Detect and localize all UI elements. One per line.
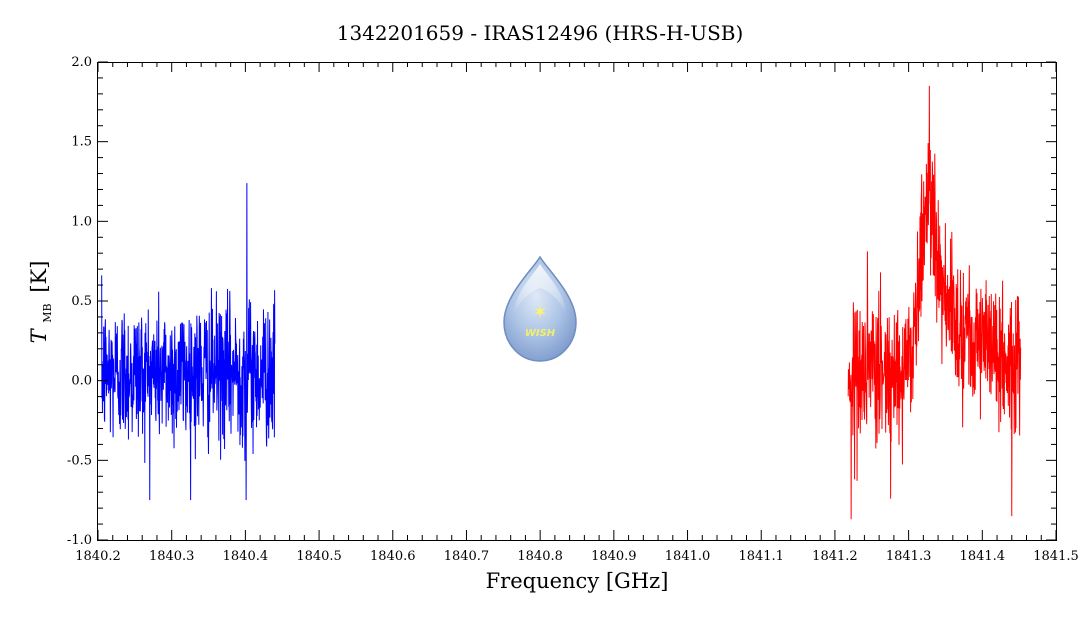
plot-frame bbox=[97, 62, 1057, 541]
y-tick-label: 1.0 bbox=[71, 214, 92, 229]
y-tick-label: -0.5 bbox=[67, 453, 92, 468]
series-line-1 bbox=[101, 183, 276, 501]
wish-logo-text: WISH bbox=[525, 328, 556, 339]
chart-title: 1342201659 - IRAS12496 (HRS-H-USB) bbox=[337, 21, 744, 45]
y-axis-title-main: T bbox=[27, 327, 51, 343]
y-axis-title-unit: [K] bbox=[27, 261, 51, 293]
x-tick-label: 1841.5 bbox=[1033, 549, 1079, 564]
y-tick-label: 0.5 bbox=[71, 294, 92, 309]
y-tick-label: -1.0 bbox=[67, 533, 92, 548]
svg-text:T MB [K]: T MB [K] bbox=[27, 261, 56, 344]
x-tick-label: 1840.9 bbox=[591, 549, 637, 564]
y-tick-label: 1.5 bbox=[71, 135, 92, 150]
y-tick-label: 2.0 bbox=[71, 55, 92, 70]
x-tick-label: 1841.2 bbox=[812, 549, 858, 564]
wish-star-icon: ✶ bbox=[532, 302, 547, 323]
x-tick-label: 1840.7 bbox=[444, 549, 490, 564]
wish-logo: ✶ WISH bbox=[503, 255, 577, 362]
x-tick-label: 1840.8 bbox=[517, 549, 563, 564]
x-tick-label: 1841.0 bbox=[665, 549, 711, 564]
wish-drop-shine bbox=[514, 264, 566, 314]
y-tick-label: 0.0 bbox=[71, 374, 92, 389]
x-axis-title: Frequency [GHz] bbox=[486, 569, 669, 593]
series-layer bbox=[101, 85, 1022, 520]
x-tick-label: 1841.1 bbox=[738, 549, 784, 564]
wish-drop-shape bbox=[503, 255, 577, 362]
x-tick-label: 1840.3 bbox=[149, 549, 195, 564]
series-line-2 bbox=[847, 85, 1022, 520]
y-axis-title-subscript: MB bbox=[41, 303, 54, 322]
x-tick-label: 1841.4 bbox=[960, 549, 1006, 564]
x-tick-label: 1841.3 bbox=[886, 549, 932, 564]
ticks-layer bbox=[97, 61, 1057, 541]
x-tick-label: 1840.4 bbox=[223, 549, 269, 564]
x-tick-label: 1840.2 bbox=[75, 549, 121, 564]
x-tick-label: 1840.6 bbox=[370, 549, 416, 564]
y-axis-title: T MB [K] bbox=[27, 261, 56, 344]
x-tick-labels: 1840.2 1840.3 1840.4 1840.5 1840.6 1840.7 1840… bbox=[75, 549, 1079, 564]
y-tick-labels: -1.0 -0.5 0.0 0.5 1.0 1.5 2.0 bbox=[67, 55, 92, 548]
x-tick-label: 1840.5 bbox=[296, 549, 342, 564]
